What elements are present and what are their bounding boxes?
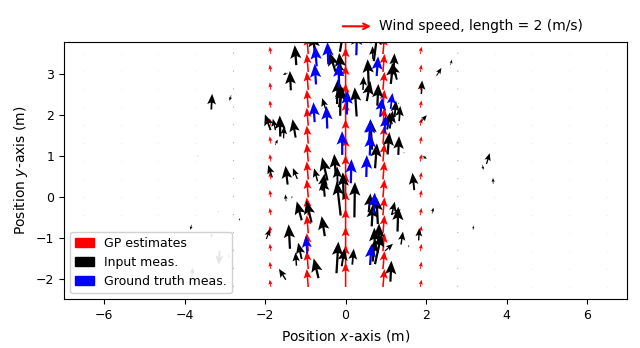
X-axis label: Position $x$-axis (m): Position $x$-axis (m) [281,327,410,343]
Y-axis label: Position $y$-axis (m): Position $y$-axis (m) [12,106,30,235]
Text: Wind speed, length = 2 (m/s): Wind speed, length = 2 (m/s) [380,19,583,33]
Legend: GP estimates, Input meas., Ground truth meas.: GP estimates, Input meas., Ground truth … [70,231,232,293]
